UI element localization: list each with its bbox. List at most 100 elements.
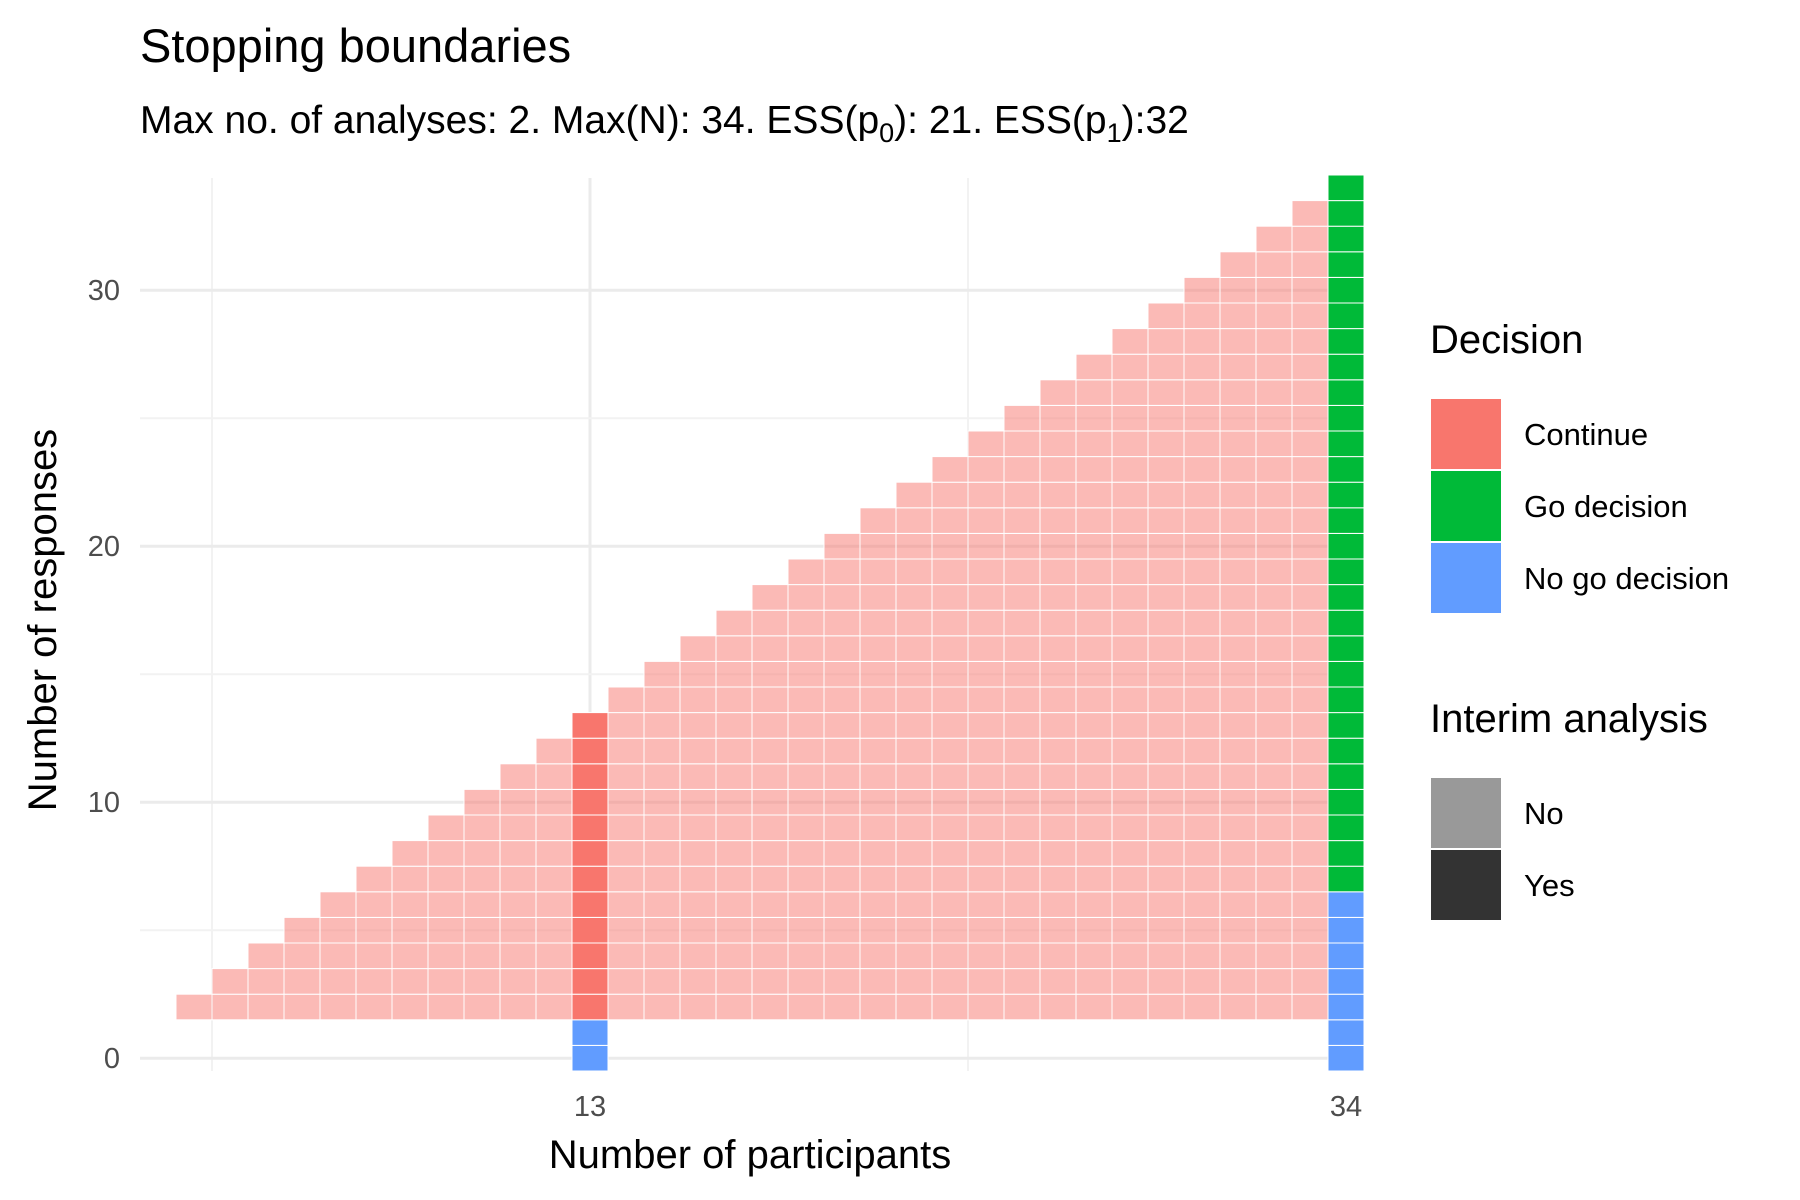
cell-continue-n11-r6 (499, 891, 537, 918)
cell-go-n34-r25 (1327, 404, 1365, 432)
cell-continue-n16-r14 (679, 686, 717, 714)
cell-continue-n8-r2 (391, 993, 429, 1021)
cell-continue-n19-r8 (787, 840, 825, 867)
cell-continue-n28-r8 (1111, 840, 1149, 867)
cell-go-n34-r28 (1327, 328, 1365, 355)
cell-continue-n21-r10 (859, 788, 897, 816)
cell-continue-n27-r14 (1075, 686, 1113, 714)
cell-no-go-n34-r4 (1327, 942, 1365, 970)
cell-continue-n16-r4 (679, 942, 717, 970)
cell-continue-n18-r7 (751, 865, 789, 893)
cell-continue-n20-r17 (823, 609, 861, 637)
cell-continue-n23-r14 (931, 686, 969, 714)
cell-continue-n30-r22 (1183, 481, 1221, 509)
cell-continue-n33-r14 (1291, 686, 1329, 714)
cell-continue-n33-r27 (1291, 353, 1329, 381)
cell-continue-n15-r8 (643, 840, 681, 867)
cell-continue-n29-r13 (1147, 712, 1185, 739)
cell-continue-n7-r4 (355, 942, 393, 970)
cell-continue-n11-r7 (499, 865, 537, 893)
cell-continue-n5-r5 (283, 916, 321, 944)
cell-continue-n6-r3 (319, 968, 357, 995)
cell-continue-n22-r9 (895, 814, 933, 842)
cell-continue-n22-r18 (895, 584, 933, 611)
legend-title-1: Interim analysis (1430, 697, 1708, 741)
cell-continue-n19-r16 (787, 635, 825, 662)
cell-continue-n31-r26 (1219, 379, 1257, 406)
cell-continue-n32-r14 (1255, 686, 1293, 714)
cell-continue-n19-r18 (787, 584, 825, 611)
cell-continue-n7-r2 (355, 993, 393, 1021)
cell-continue-n25-r15 (1003, 660, 1041, 688)
cell-continue-n24-r6 (967, 891, 1005, 918)
cell-continue-n15-r5 (643, 916, 681, 944)
cell-continue-n31-r11 (1219, 763, 1257, 790)
cell-continue-n33-r28 (1291, 328, 1329, 355)
cell-continue-n25-r4 (1003, 942, 1041, 970)
cell-continue-n26-r16 (1039, 635, 1077, 662)
cell-go-n34-r32 (1327, 225, 1365, 253)
cell-continue-n25-r25 (1003, 404, 1041, 432)
cell-continue-n19-r11 (787, 763, 825, 790)
cell-go-n34-r14 (1327, 686, 1365, 714)
cell-continue-n26-r10 (1039, 788, 1077, 816)
cell-continue-n20-r2 (823, 993, 861, 1021)
cell-continue-n20-r6 (823, 891, 861, 918)
cell-continue-n22-r10 (895, 788, 933, 816)
cell-continue-n27-r10 (1075, 788, 1113, 816)
cell-continue-n29-r26 (1147, 379, 1185, 406)
cell-continue-n26-r13 (1039, 712, 1077, 739)
cell-continue-n22-r6 (895, 891, 933, 918)
cell-continue-n26-r26 (1039, 379, 1077, 406)
cell-continue-n33-r5 (1291, 916, 1329, 944)
cell-no-go-n13-r0 (571, 1044, 609, 1072)
cell-continue-n20-r8 (823, 840, 861, 867)
cell-continue-n20-r13 (823, 712, 861, 739)
legend-label-0-0: Continue (1524, 417, 1648, 452)
cell-continue-n19-r19 (787, 558, 825, 586)
cell-continue-n25-r12 (1003, 737, 1041, 765)
cell-go-n34-r10 (1327, 788, 1365, 816)
cell-continue-n16-r13 (679, 712, 717, 739)
cell-continue-n18-r11 (751, 763, 789, 790)
cell-continue-n23-r12 (931, 737, 969, 765)
legend-label-0-2: No go decision (1524, 561, 1729, 596)
cell-go-n34-r21 (1327, 507, 1365, 534)
legend-key-1-0 (1429, 776, 1503, 850)
cell-continue-n30-r2 (1183, 993, 1221, 1021)
cell-no-go-n34-r0 (1327, 1044, 1365, 1072)
cell-continue-n25-r13 (1003, 712, 1041, 739)
cell-continue-n19-r12 (787, 737, 825, 765)
cell-continue-n26-r7 (1039, 865, 1077, 893)
cell-continue-n22-r20 (895, 532, 933, 560)
cell-no-go-n13-r1 (571, 1019, 609, 1046)
cell-continue-n12-r8 (535, 840, 573, 867)
cell-continue-n33-r15 (1291, 660, 1329, 688)
cell-continue-n30-r27 (1183, 353, 1221, 381)
cell-continue-n31-r9 (1219, 814, 1257, 842)
cell-continue-n11-r10 (499, 788, 537, 816)
cell-continue-n32-r27 (1255, 353, 1293, 381)
cell-continue-n11-r3 (499, 968, 537, 995)
cell-continue-n15-r6 (643, 891, 681, 918)
cell-continue-n33-r22 (1291, 481, 1329, 509)
cell-continue-n25-r10 (1003, 788, 1041, 816)
cell-continue-n30-r19 (1183, 558, 1221, 586)
cell-continue-n23-r13 (931, 712, 969, 739)
cell-continue-n30-r4 (1183, 942, 1221, 970)
cell-continue-n24-r24 (967, 430, 1005, 458)
cell-continue-n33-r24 (1291, 430, 1329, 458)
cell-continue-n24-r11 (967, 763, 1005, 790)
cell-continue-n29-r23 (1147, 456, 1185, 483)
cell-continue-n15-r9 (643, 814, 681, 842)
cell-go-n34-r17 (1327, 609, 1365, 637)
cell-continue-n27-r2 (1075, 993, 1113, 1021)
cell-continue-n25-r2 (1003, 993, 1041, 1021)
cell-continue-n21-r3 (859, 968, 897, 995)
cell-continue-n23-r11 (931, 763, 969, 790)
cell-continue-n28-r19 (1111, 558, 1149, 586)
cell-continue-n32-r21 (1255, 507, 1293, 534)
cell-continue-n9-r2 (427, 993, 465, 1021)
cell-continue-n32-r13 (1255, 712, 1293, 739)
cell-continue-n32-r3 (1255, 968, 1293, 995)
